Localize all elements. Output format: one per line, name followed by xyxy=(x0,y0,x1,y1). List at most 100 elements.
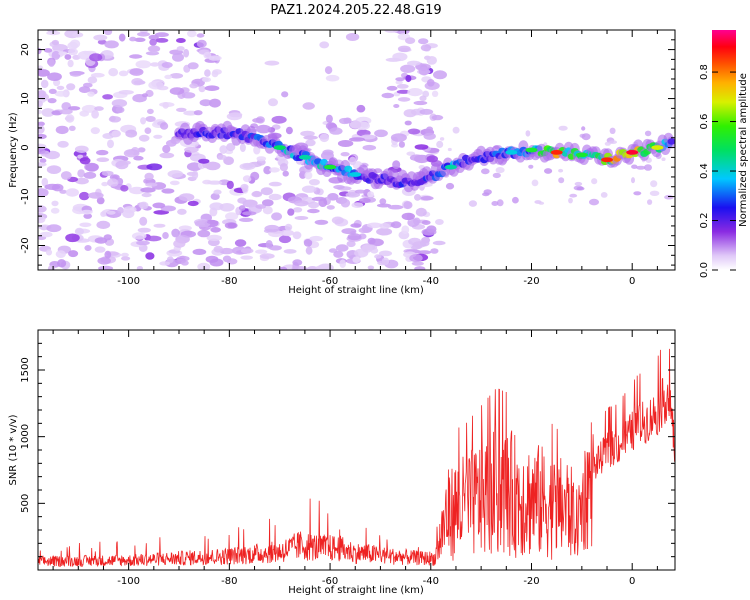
noise-blob xyxy=(240,183,249,191)
noise-blob xyxy=(55,125,69,135)
noise-blob xyxy=(217,154,227,160)
noise-blob xyxy=(39,231,53,238)
noise-blob xyxy=(47,98,57,104)
noise-blob xyxy=(72,32,84,38)
noise-blob xyxy=(631,177,635,184)
noise-blob xyxy=(193,110,203,116)
noise-blob xyxy=(242,211,257,216)
noise-blob xyxy=(265,240,273,249)
noise-blob xyxy=(46,30,57,33)
ridge-peak xyxy=(575,152,588,158)
noise-blob xyxy=(187,200,199,207)
noise-blob xyxy=(162,144,171,154)
spectrogram-x-tick-label: -80 xyxy=(221,276,237,287)
noise-blob xyxy=(324,66,333,75)
noise-blob xyxy=(169,180,180,186)
snr-x-tick-label: -60 xyxy=(322,576,338,587)
noise-blob xyxy=(341,228,357,235)
noise-blob xyxy=(491,201,499,206)
noise-blob xyxy=(411,261,424,266)
noise-blob xyxy=(134,37,146,42)
noise-blob xyxy=(173,239,186,248)
noise-blob xyxy=(384,30,399,33)
noise-blob xyxy=(183,48,190,58)
noise-blob xyxy=(202,179,213,185)
noise-blob xyxy=(431,114,444,121)
noise-blob xyxy=(55,250,66,258)
noise-blob xyxy=(420,44,432,52)
noise-blob xyxy=(294,200,309,207)
noise-blob xyxy=(407,128,421,135)
noise-blob xyxy=(308,179,320,186)
noise-blob xyxy=(47,265,55,270)
noise-blob xyxy=(48,88,57,94)
noise-blob xyxy=(238,205,246,211)
noise-blob xyxy=(525,130,531,137)
noise-blob xyxy=(414,194,421,201)
noise-blob xyxy=(199,99,212,107)
noise-blob xyxy=(403,109,417,118)
noise-blob xyxy=(292,231,302,240)
noise-blob xyxy=(349,137,365,142)
noise-blob xyxy=(140,117,147,125)
noise-blob xyxy=(46,165,62,175)
spectrogram-x-tick-label: -100 xyxy=(117,276,140,287)
noise-blob xyxy=(68,125,76,131)
noise-blob xyxy=(77,154,84,159)
noise-blob xyxy=(56,85,65,90)
chart-title: PAZ1.2024.205.22.48.G19 xyxy=(270,3,441,18)
noise-blob xyxy=(238,217,254,222)
noise-blob xyxy=(96,196,105,205)
noise-blob xyxy=(415,207,427,217)
noise-blob xyxy=(108,68,119,77)
noise-blob xyxy=(280,229,294,237)
noise-blob xyxy=(354,248,369,258)
noise-blob xyxy=(41,108,55,117)
noise-blob xyxy=(123,206,137,214)
spectrogram-y-tick-label: 0 xyxy=(20,144,31,150)
noise-blob xyxy=(452,126,460,134)
noise-blob xyxy=(388,204,404,210)
ridge-mark xyxy=(667,138,675,145)
noise-blob xyxy=(38,100,43,107)
noise-blob xyxy=(108,116,121,123)
snr-y-tick-label: 1500 xyxy=(20,357,31,382)
noise-blob xyxy=(153,210,169,215)
noise-blob xyxy=(392,160,401,170)
noise-blob xyxy=(339,259,347,269)
noise-blob xyxy=(576,186,585,191)
noise-blob xyxy=(395,77,405,82)
noise-blob xyxy=(118,33,126,42)
noise-blob xyxy=(268,181,282,187)
noise-blob xyxy=(303,239,313,247)
noise-blob xyxy=(210,227,221,233)
noise-blob xyxy=(171,228,180,238)
noise-blob xyxy=(139,201,149,210)
noise-blob xyxy=(172,53,184,62)
noise-blob xyxy=(367,265,375,270)
noise-blob xyxy=(145,116,156,122)
noise-blob xyxy=(340,152,350,157)
noise-blob xyxy=(87,76,98,84)
noise-blob xyxy=(435,219,444,225)
noise-blob xyxy=(319,133,330,143)
noise-blob xyxy=(51,39,60,46)
noise-blob xyxy=(164,74,173,80)
ridge-peak xyxy=(324,164,337,170)
noise-blob xyxy=(176,46,185,52)
noise-blob xyxy=(155,38,169,43)
noise-blob xyxy=(43,48,53,53)
noise-blob xyxy=(204,69,211,77)
noise-blob xyxy=(661,157,666,161)
noise-blob xyxy=(262,206,273,215)
noise-blob xyxy=(329,127,343,135)
noise-blob xyxy=(432,240,446,246)
noise-blob xyxy=(111,130,121,138)
ridge-peak xyxy=(626,150,639,155)
noise-blob xyxy=(636,165,646,170)
noise-blob xyxy=(397,45,411,52)
noise-blob xyxy=(192,248,207,255)
noise-blob xyxy=(285,126,293,135)
noise-blob xyxy=(83,171,97,179)
noise-blob xyxy=(400,64,416,74)
